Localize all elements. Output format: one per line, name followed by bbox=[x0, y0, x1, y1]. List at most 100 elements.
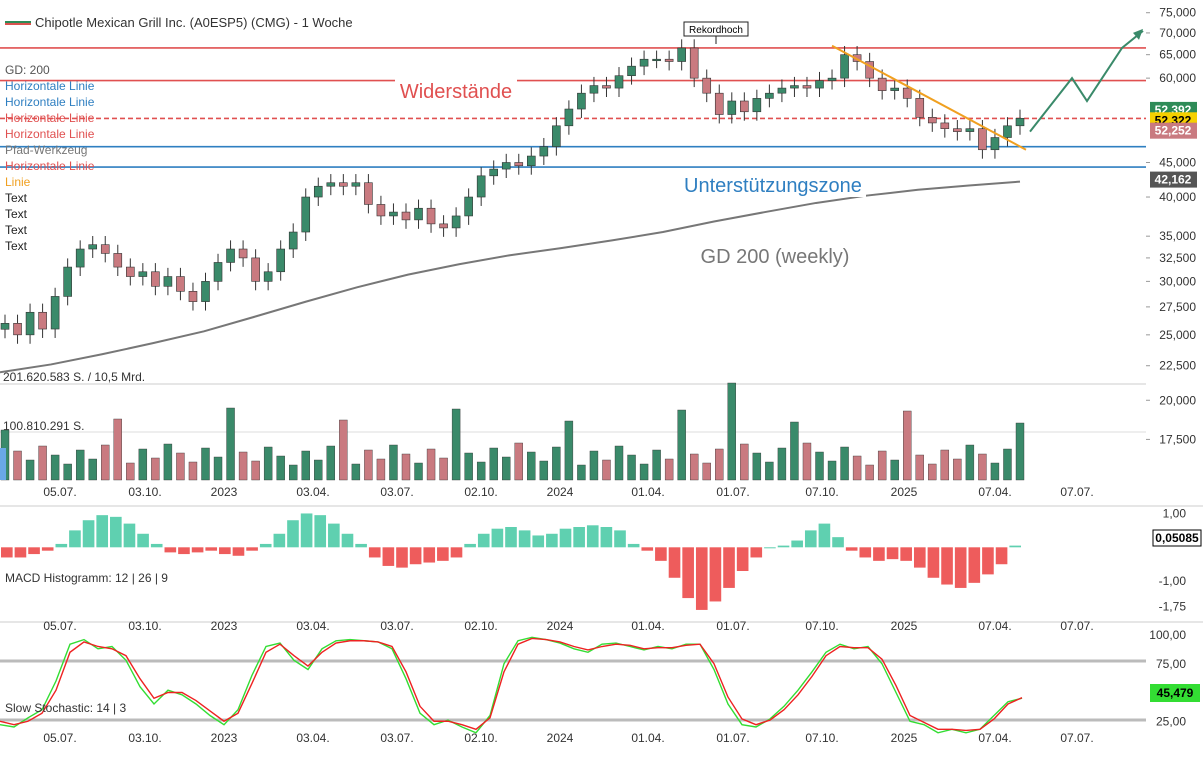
volume-bar bbox=[88, 458, 97, 481]
candle-body bbox=[263, 271, 273, 282]
candle-body bbox=[702, 77, 712, 94]
legend-item[interactable]: Horizontale Linie bbox=[5, 159, 95, 173]
macd-bar bbox=[546, 533, 558, 548]
candle-body bbox=[940, 122, 950, 129]
candle-body bbox=[614, 75, 624, 89]
legend-item[interactable]: Linie bbox=[5, 175, 31, 189]
legend-item[interactable]: Horizontale Linie bbox=[5, 111, 95, 125]
x-tick-label: 01.07. bbox=[716, 731, 749, 745]
candle-body bbox=[677, 47, 686, 62]
volume-max-label: 201.620.583 S. / 10,5 Mrd. bbox=[3, 370, 145, 384]
legend-item[interactable]: Text bbox=[5, 223, 28, 237]
x-tick-label: 2023 bbox=[211, 619, 238, 633]
x-tick-label: 07.07. bbox=[1060, 619, 1093, 633]
stoch-line bbox=[0, 636, 1023, 734]
x-tick-label: 05.07. bbox=[43, 619, 76, 633]
candle-body bbox=[313, 185, 323, 198]
macd-bar bbox=[205, 547, 218, 551]
x-tick-label: 01.04. bbox=[631, 619, 664, 633]
volume-bar bbox=[226, 407, 235, 481]
volume-bar bbox=[777, 447, 787, 481]
x-tick-label: 2025 bbox=[891, 731, 918, 745]
volume-bar bbox=[527, 451, 536, 481]
macd-bar bbox=[409, 547, 422, 565]
macd-bar bbox=[791, 540, 803, 548]
x-tick-label: 07.10. bbox=[805, 731, 838, 745]
volume-bar bbox=[552, 446, 561, 481]
macd-bar bbox=[55, 543, 68, 548]
candle-body bbox=[326, 182, 336, 187]
macd-bar bbox=[14, 547, 27, 558]
legend-item[interactable]: Pfad-Werkzeug bbox=[5, 143, 88, 157]
ma-label-bg bbox=[697, 244, 853, 268]
candle-body bbox=[652, 58, 661, 62]
volume-bar bbox=[740, 443, 749, 481]
candle-body bbox=[877, 77, 887, 91]
candle-body bbox=[451, 215, 461, 229]
x-tick-label: 03.07. bbox=[380, 731, 413, 745]
stoch-tick-label: 75,00 bbox=[1156, 657, 1186, 671]
projected-path bbox=[1029, 30, 1144, 133]
legend-item[interactable]: Horizontale Linie bbox=[5, 95, 95, 109]
macd-bar bbox=[110, 516, 122, 548]
macd-bar bbox=[600, 527, 613, 548]
legend-item[interactable]: Horizontale Linie bbox=[5, 127, 95, 141]
x-tick-label: 2023 bbox=[211, 485, 238, 499]
macd-label: MACD Histogramm: 12 | 26 | 9 bbox=[5, 571, 168, 585]
candle-body bbox=[50, 296, 60, 330]
x-tick-label: 03.07. bbox=[380, 619, 413, 633]
x-tick-label: 2025 bbox=[891, 619, 918, 633]
volume-bar bbox=[38, 445, 47, 481]
candle-body bbox=[965, 128, 975, 132]
volume-bar bbox=[815, 451, 824, 481]
price-tick-label: 60,000 bbox=[1159, 71, 1196, 85]
macd-bar bbox=[518, 530, 531, 548]
candle-body bbox=[589, 85, 599, 94]
ma-label: GD 200 (weekly) bbox=[701, 246, 850, 268]
volume-bar bbox=[652, 449, 661, 481]
volume-bar bbox=[790, 421, 799, 481]
macd-bar bbox=[477, 533, 490, 548]
candle-body bbox=[865, 61, 874, 79]
candle-body bbox=[213, 262, 223, 282]
volume-bar bbox=[564, 420, 574, 481]
x-tick-label: 07.04. bbox=[978, 731, 1011, 745]
volume-bar bbox=[502, 456, 511, 481]
price-tick-label: 70,000 bbox=[1159, 26, 1196, 40]
macd-bar bbox=[573, 527, 585, 548]
price-panel bbox=[0, 28, 1146, 374]
price-tick-label: 75,000 bbox=[1159, 6, 1196, 20]
stoch-label: Slow Stochastic: 14 | 3 bbox=[5, 701, 127, 715]
macd-bar bbox=[450, 547, 463, 558]
volume-bar bbox=[251, 460, 260, 481]
volume-bar bbox=[326, 445, 336, 481]
macd-bar bbox=[954, 547, 967, 588]
volume-bar bbox=[890, 459, 899, 481]
price-tag-label: 42,162 bbox=[1155, 173, 1192, 187]
legend-item[interactable]: Horizontale Linie bbox=[5, 79, 95, 93]
legend-item[interactable]: Text bbox=[5, 239, 28, 253]
macd-bar bbox=[355, 543, 367, 548]
macd-panel bbox=[1, 513, 1021, 610]
legend-item[interactable]: Text bbox=[5, 207, 28, 221]
volume-bar bbox=[903, 410, 912, 481]
macd-bar bbox=[750, 547, 763, 558]
x-tick-label: 2023 bbox=[211, 731, 238, 745]
stoch-value-tag bbox=[1150, 684, 1200, 702]
candle-body bbox=[476, 175, 486, 198]
price-tag-bg bbox=[1150, 122, 1197, 139]
support-label-bg bbox=[680, 173, 866, 197]
legend-item[interactable]: GD: 200 bbox=[5, 63, 50, 77]
macd-bar bbox=[859, 547, 872, 558]
price-tick-label: 65,000 bbox=[1159, 48, 1196, 62]
candle-body bbox=[376, 204, 386, 217]
macd-tick-label: -1,00 bbox=[1159, 574, 1187, 588]
volume-bar bbox=[151, 457, 160, 481]
volume-bar bbox=[627, 454, 636, 481]
x-tick-label: 03.10. bbox=[128, 731, 161, 745]
legend-item[interactable]: Text bbox=[5, 191, 28, 205]
price-tick-label: 20,000 bbox=[1159, 393, 1196, 407]
candle-body bbox=[401, 211, 411, 221]
x-tick-label: 03.07. bbox=[380, 485, 413, 499]
price-tick-label: 40,000 bbox=[1159, 190, 1196, 204]
